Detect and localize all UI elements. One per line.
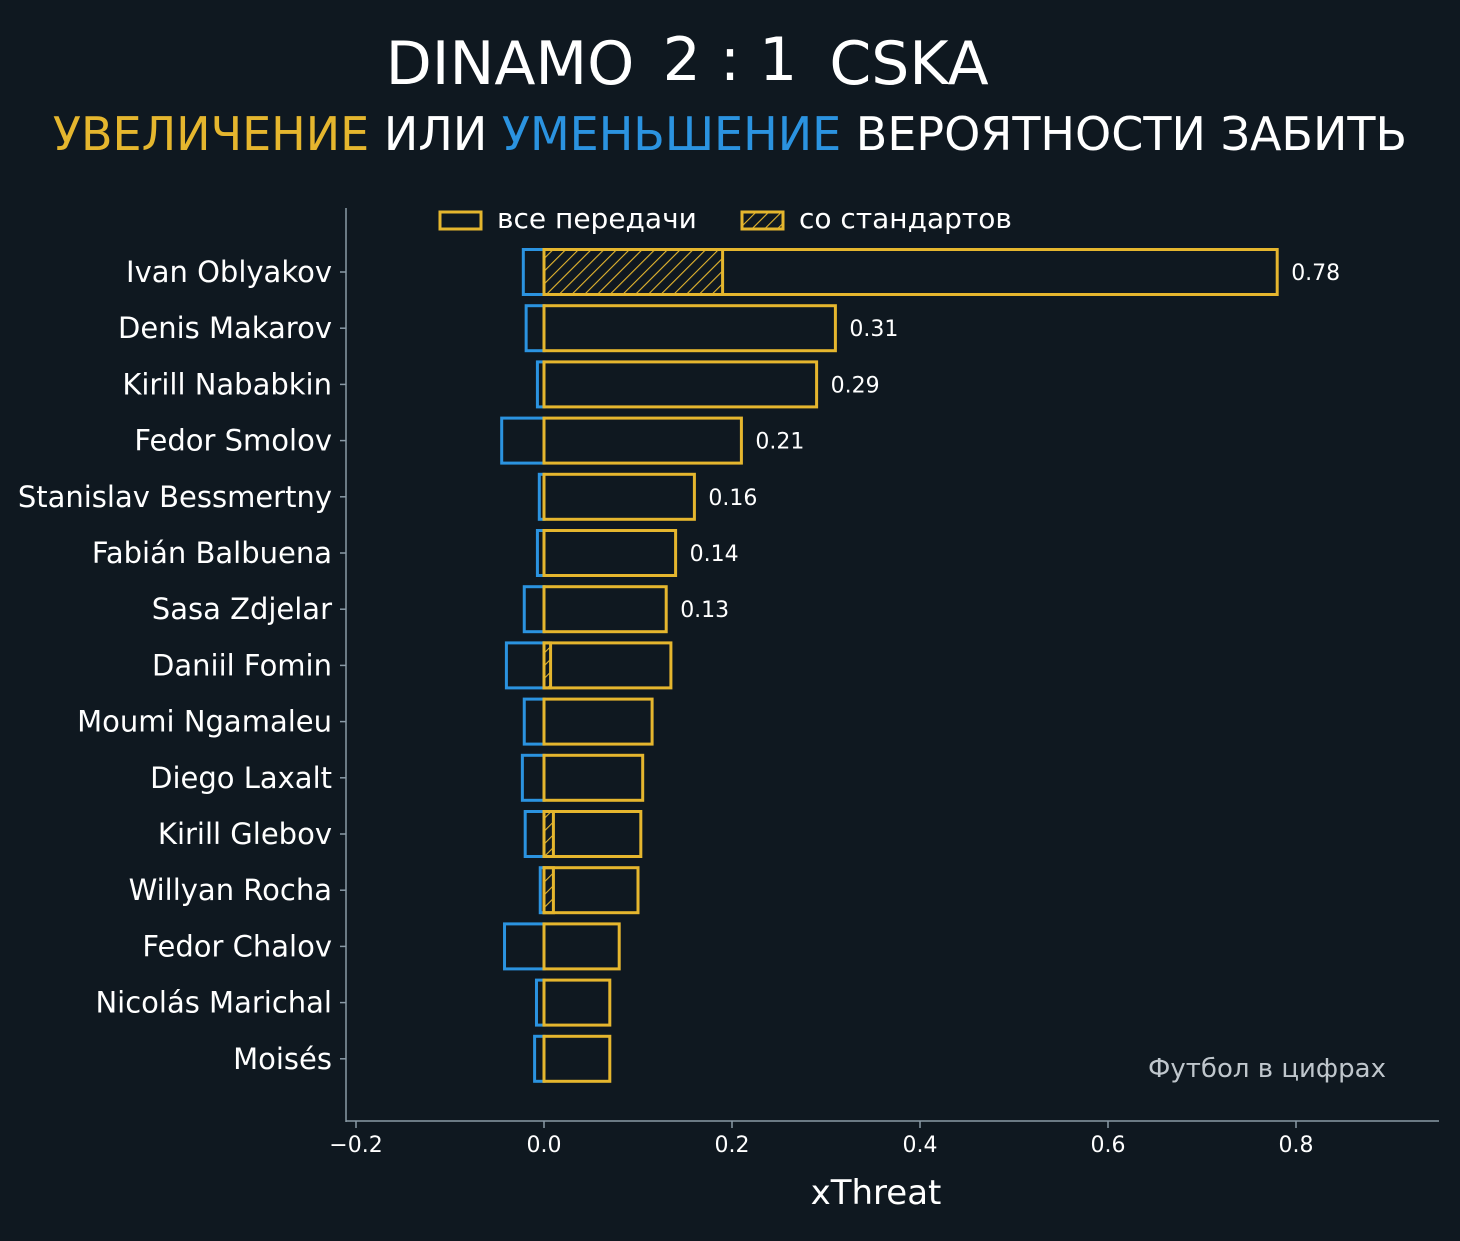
player-label-sasa-zdjelar: Sasa Zdjelar xyxy=(152,592,332,626)
bar-all-passes-moises xyxy=(542,1034,612,1083)
player-label-fedor-smolov: Fedor Smolov xyxy=(134,424,332,458)
legend-swatch-set-pieces xyxy=(740,210,785,231)
bar-decrease-denis-makarov xyxy=(524,304,546,353)
bar-all-passes-ivan-oblyakov xyxy=(542,248,1279,296)
player-label-denis-makarov: Denis Makarov xyxy=(118,311,332,345)
bar-all-passes-diego-laxalt xyxy=(542,753,645,802)
chart-subtitle: УВЕЛИЧЕНИЕ ИЛИ УМЕНЬШЕНИЕ ВЕРОЯТНОСТИ ЗА… xyxy=(53,107,1407,161)
bars-layer xyxy=(500,248,1279,1083)
subtitle-rest-text: ВЕРОЯТНОСТИ ЗАБИТЬ xyxy=(856,107,1407,161)
x-axis-title: xThreat xyxy=(811,1173,942,1213)
bar-decrease-ivan-oblyakov xyxy=(521,248,546,296)
player-label-kirill-nababkin: Kirill Nababkin xyxy=(122,367,332,401)
legend-label-all-passes: все передачи xyxy=(497,202,697,235)
value-label-fedor-smolov: 0.21 xyxy=(755,430,804,455)
bar-all-passes-fabian-balbuena xyxy=(542,529,678,577)
player-label-nicolas-marichal: Nicolás Marichal xyxy=(95,986,332,1020)
bar-all-passes-fedor-smolov xyxy=(542,416,743,465)
bar-all-passes-denis-makarov xyxy=(542,304,837,353)
player-label-moumi-ngamaleu: Moumi Ngamaleu xyxy=(77,705,332,739)
value-label-kirill-nababkin: 0.29 xyxy=(831,373,880,398)
x-tick-label-4: 0.6 xyxy=(1091,1133,1126,1158)
value-label-sasa-zdjelar: 0.13 xyxy=(680,598,729,623)
chart-title: DINAMO 2 : 1 CSKA xyxy=(386,25,989,99)
bar-all-passes-kirill-nababkin xyxy=(542,360,819,409)
away-team-name: CSKA xyxy=(829,29,988,99)
bar-decrease-fedor-chalov xyxy=(503,922,546,971)
home-team-name: DINAMO xyxy=(386,29,635,99)
match-score: 2 : 1 xyxy=(663,25,798,95)
subtitle-or-text: ИЛИ xyxy=(384,107,487,161)
player-label-diego-laxalt: Diego Laxalt xyxy=(150,761,332,795)
subtitle-or: ИЛИ xyxy=(369,107,502,161)
player-label-moises: Moisés xyxy=(233,1042,332,1076)
legend: все передачи со стандартов xyxy=(438,202,1012,235)
value-label-denis-makarov: 0.31 xyxy=(849,317,898,342)
player-label-stanislav-bessmertny: Stanislav Bessmertny xyxy=(18,480,332,514)
value-label-ivan-oblyakov: 0.78 xyxy=(1291,261,1340,286)
player-label-daniil-fomin: Daniil Fomin xyxy=(152,648,332,682)
bar-decrease-daniil-fomin xyxy=(504,641,546,690)
watermark-text: Футбол в цифрах xyxy=(1148,1054,1386,1084)
legend-swatch-all-passes xyxy=(438,210,483,231)
bar-all-passes-willyan-rocha xyxy=(542,866,640,915)
x-tick-label-1: 0.0 xyxy=(527,1133,562,1158)
x-ticks-layer: −0.2 0.0 0.2 0.4 0.6 0.8 xyxy=(329,1121,1314,1158)
x-tick-label-5: 0.8 xyxy=(1279,1133,1314,1158)
bar-all-passes-moumi-ngamaleu xyxy=(542,697,654,746)
x-tick-label-3: 0.4 xyxy=(903,1133,938,1158)
bar-decrease-diego-laxalt xyxy=(520,753,546,802)
player-label-willyan-rocha: Willyan Rocha xyxy=(129,873,332,907)
subtitle-decrease: УМЕНЬШЕНИЕ xyxy=(502,107,841,161)
subtitle-increase: УВЕЛИЧЕНИЕ xyxy=(53,107,369,161)
bar-all-passes-daniil-fomin xyxy=(542,641,673,690)
bar-decrease-moumi-ngamaleu xyxy=(522,697,546,746)
labels-layer: Ivan Oblyakov 0.78 Denis Makarov 0.31 Kirill… xyxy=(18,255,1340,1076)
x-tick-label-0: −0.2 xyxy=(329,1133,382,1158)
player-label-kirill-glebov: Kirill Glebov xyxy=(158,817,332,851)
bar-all-passes-nicolas-marichal xyxy=(542,978,612,1027)
bar-all-passes-fedor-chalov xyxy=(542,922,621,971)
value-label-fabian-balbuena: 0.14 xyxy=(690,542,739,567)
player-label-ivan-oblyakov: Ivan Oblyakov xyxy=(126,255,332,289)
bar-all-passes-kirill-glebov xyxy=(542,810,643,858)
bar-decrease-kirill-glebov xyxy=(523,810,546,858)
bar-decrease-sasa-zdjelar xyxy=(522,585,546,634)
player-label-fabian-balbuena: Fabián Balbuena xyxy=(92,536,332,570)
bar-all-passes-stanislav-bessmertny xyxy=(542,472,696,521)
bar-all-passes-sasa-zdjelar xyxy=(542,585,668,634)
x-tick-label-2: 0.2 xyxy=(715,1133,750,1158)
subtitle-rest: ВЕРОЯТНОСТИ ЗАБИТЬ xyxy=(841,107,1407,161)
player-label-fedor-chalov: Fedor Chalov xyxy=(142,929,332,963)
value-label-stanislav-bessmertny: 0.16 xyxy=(708,486,757,511)
bar-decrease-fedor-smolov xyxy=(500,416,546,465)
legend-label-set-pieces: со стандартов xyxy=(799,202,1012,235)
bar-set-pieces-ivan-oblyakov xyxy=(542,248,725,296)
